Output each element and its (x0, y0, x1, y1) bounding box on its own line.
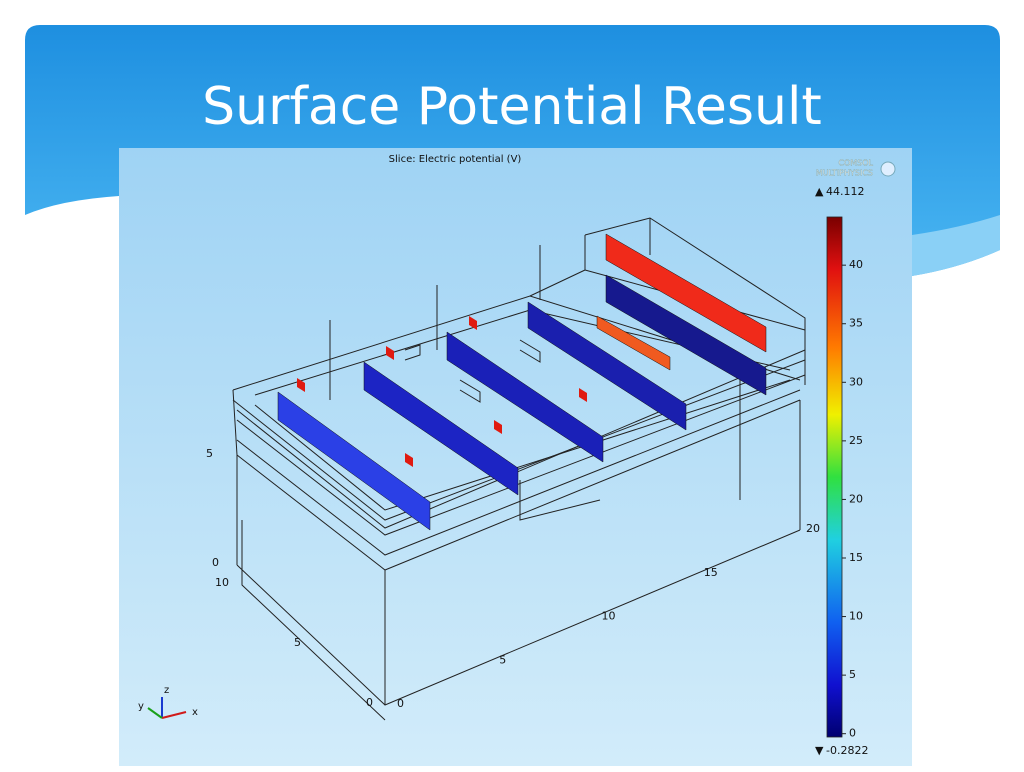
colorbar-max: 44.112 (826, 185, 865, 198)
axis-tick-label: 0 (366, 696, 373, 709)
axis-tick-label: 10 (215, 576, 229, 589)
logo-text: COMSOL (838, 159, 873, 168)
axis-tick-label: 15 (704, 566, 718, 579)
logo-text: MULTIPHYSICS (816, 169, 873, 178)
axis-tick-label: 10 (602, 610, 616, 623)
colorbar-tick-label: 30 (849, 375, 863, 388)
colorbar-tick-label: 10 (849, 610, 863, 623)
triad-label: y (138, 701, 144, 712)
axis-tick-label: 0 (397, 697, 404, 710)
triad-label: z (164, 685, 169, 696)
slide-title: Surface Potential Result (202, 77, 822, 137)
colorbar (826, 216, 843, 738)
axis-tick-label: 5 (206, 447, 213, 460)
axis-tick-label: 5 (294, 636, 301, 649)
colorbar-tick-label: 0 (849, 727, 856, 740)
colorbar-tick-label: 40 (849, 258, 863, 271)
colorbar-tick-label: 15 (849, 551, 863, 564)
axis-tick-label: 0 (212, 556, 219, 569)
plot-title: Slice: Electric potential (V) (389, 154, 522, 165)
colorbar-max-icon: ▲ (815, 185, 824, 198)
colorbar-tick-label: 25 (849, 434, 863, 447)
colorbar-tick-label: 35 (849, 317, 863, 330)
potential-slices (277, 233, 767, 531)
colorbar-min: -0.2822 (826, 744, 868, 757)
colorbar-min-icon: ▼ (815, 744, 824, 757)
axis-tick-label: 5 (499, 653, 506, 666)
header-wave (912, 215, 1000, 276)
plot-area (119, 148, 912, 766)
logo-icon (880, 161, 896, 177)
header-band (25, 25, 1000, 276)
colorbar-tick-label: 20 (849, 492, 863, 505)
triad-label: x (192, 707, 198, 718)
axis-triad (147, 697, 187, 719)
colorbar-tick-label: 5 (849, 668, 856, 681)
axis-tick-label: 20 (806, 522, 820, 535)
